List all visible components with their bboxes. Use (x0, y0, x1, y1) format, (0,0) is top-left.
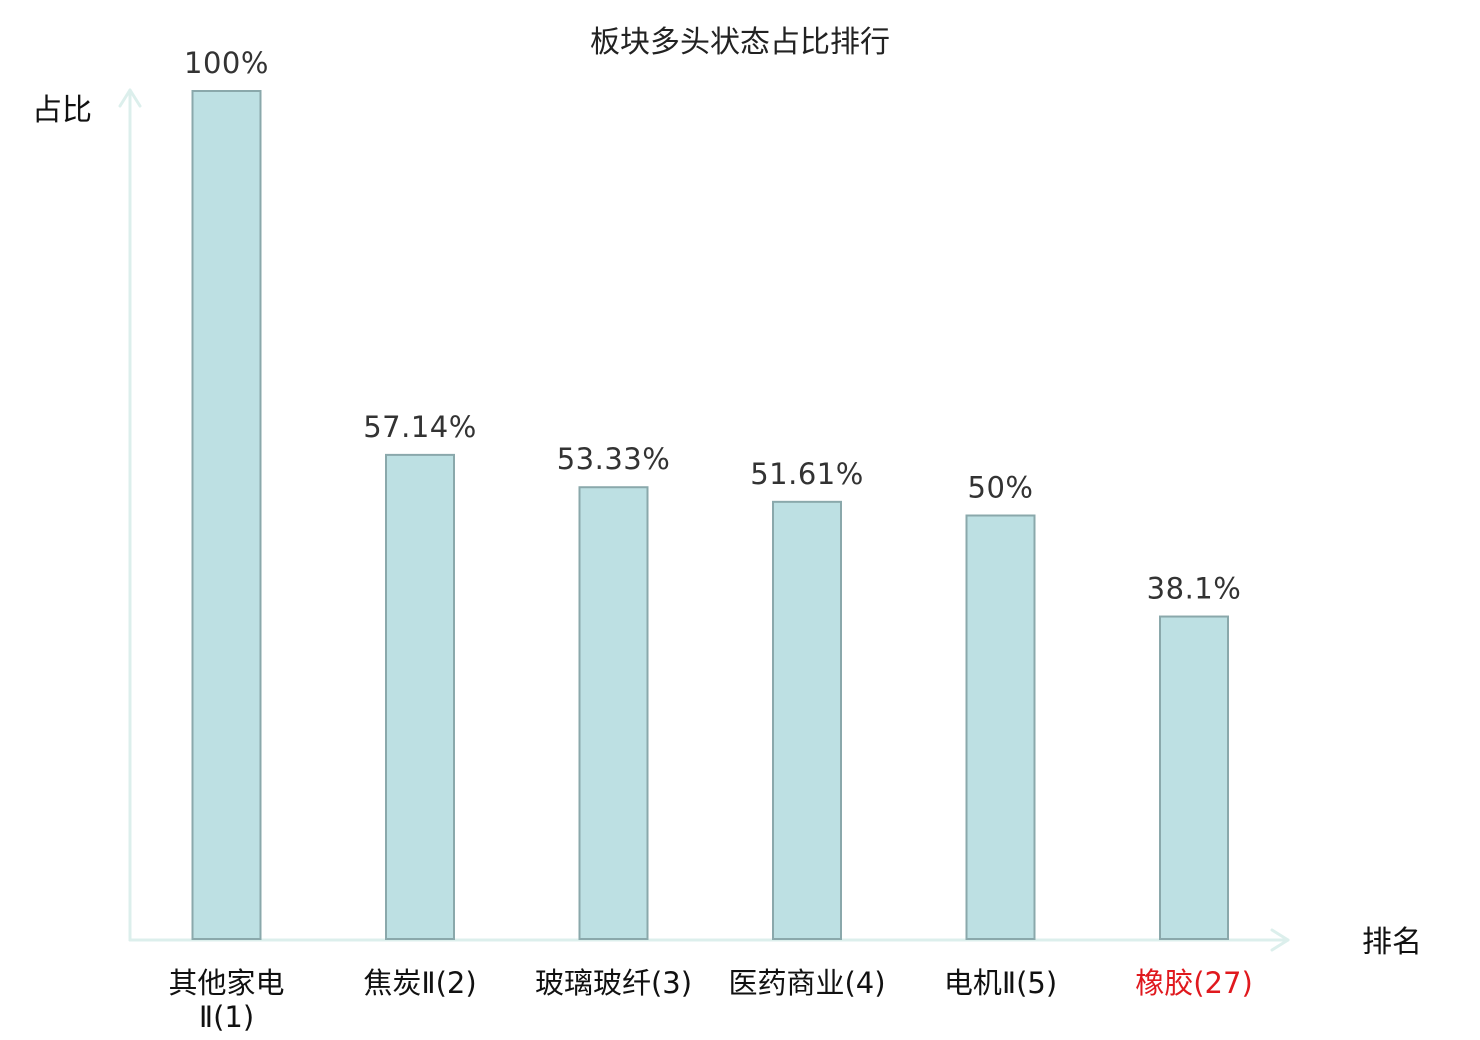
category-label: 玻璃玻纤(3) (535, 966, 692, 1000)
value-label: 50% (968, 471, 1034, 505)
axes (118, 88, 1290, 952)
x-axis-arrow (1270, 928, 1290, 952)
value-label: 57.14% (363, 410, 477, 444)
bar (965, 514, 1036, 940)
value-label: 100% (184, 46, 269, 80)
value-label: 53.33% (557, 442, 671, 476)
value-labels-group: 100% 57.14% 53.33% 51.61% 50% 38.1% (184, 46, 1241, 606)
bar (385, 453, 455, 940)
bar (578, 486, 649, 940)
bar (1159, 615, 1229, 940)
x-axis-label: 排名 (1362, 925, 1422, 960)
category-label: 医药商业(4) (728, 966, 885, 1000)
category-label: 橡胶(27) (1135, 966, 1253, 1000)
y-axis-arrow (118, 88, 142, 108)
category-label: 其他家电 (168, 966, 284, 1000)
bar (772, 500, 842, 940)
y-axis-label: 占比 (32, 93, 92, 128)
value-label: 51.61% (750, 457, 864, 491)
category-label: Ⅱ(1) (199, 1000, 254, 1034)
chart-title: 板块多头状态占比排行 (590, 25, 890, 60)
bar (191, 90, 262, 940)
category-label: 焦炭Ⅱ(2) (363, 966, 476, 1000)
value-label: 38.1% (1147, 572, 1242, 606)
bars-group (191, 90, 1229, 940)
category-label: 电机Ⅱ(5) (944, 966, 1057, 1000)
